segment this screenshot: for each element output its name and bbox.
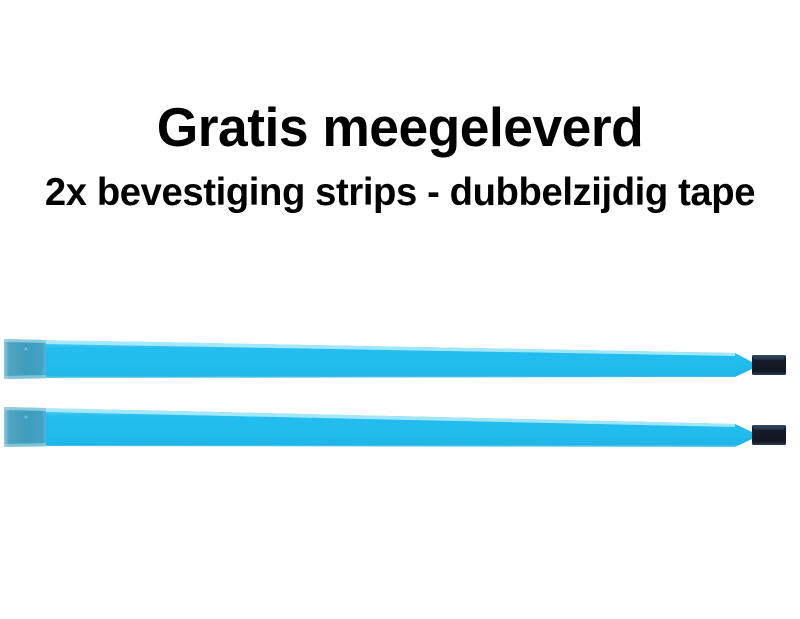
strip-highlight — [44, 340, 735, 356]
strip-body — [44, 408, 752, 447]
strip-liner-tab — [4, 339, 46, 379]
strip-pull-tab — [752, 425, 786, 445]
strip-liner-tab-edge-bottom — [4, 375, 46, 379]
adhesive-strip-bottom — [0, 394, 800, 464]
promo-text-block: Gratis meegeleverd 2x bevestiging strips… — [0, 96, 800, 216]
promo-subtitle: 2x bevestiging strips - dubbelzijdig tap… — [44, 171, 756, 214]
strip-pull-tab — [752, 355, 786, 375]
strip-liner-blemish — [24, 415, 28, 419]
strip-body — [44, 340, 752, 378]
strip-highlight — [44, 408, 735, 427]
strip-liner-tab-edge — [4, 339, 46, 343]
strip-pull-tab-highlight — [753, 356, 785, 360]
strip-liner-tab-edge-bottom — [4, 443, 46, 447]
adhesive-strip-top — [0, 325, 800, 395]
strip-pull-tab-highlight — [753, 426, 785, 430]
strip-liner-tab — [4, 407, 46, 447]
promo-title: Gratis meegeleverd — [156, 96, 644, 158]
strip-liner-blemish — [24, 347, 28, 351]
strip-liner-tab-edge — [4, 407, 46, 411]
